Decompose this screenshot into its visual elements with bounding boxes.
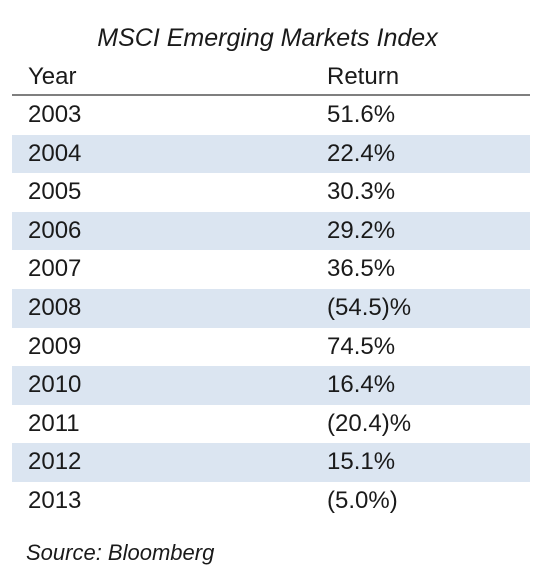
year-cell: 2012 — [28, 448, 82, 476]
return-cell: 15.1% — [327, 448, 396, 476]
table-row: 2011 (20.4)% — [12, 405, 530, 444]
table-row: 2012 15.1% — [12, 443, 530, 482]
return-cell: 16.4% — [327, 371, 396, 399]
header-year: Year — [28, 63, 77, 90]
table-title: MSCI Emerging Markets Index — [97, 24, 438, 52]
table-row: 2003 51.6% — [12, 96, 530, 135]
year-cell: 2009 — [28, 332, 82, 360]
return-cell: 51.6% — [327, 101, 396, 128]
year-cell: 2013 — [28, 486, 82, 514]
table-row: 2006 29.2% — [12, 211, 530, 251]
table-row: 2013 (5.0%) — [12, 482, 530, 521]
return-cell: 22.4% — [327, 139, 396, 167]
table-row: 2007 36.5% — [12, 250, 530, 289]
table-header: Year Return — [12, 60, 530, 96]
source-note: Source: Bloomberg — [26, 540, 215, 565]
table-body: 2003 51.6% 2004 22.4% 2005 30.3% 2006 29… — [12, 96, 530, 521]
year-cell: 2008 — [28, 293, 82, 321]
year-cell: 2007 — [28, 255, 82, 283]
return-cell: (54.5)% — [327, 293, 412, 321]
return-cell: 74.5% — [327, 332, 396, 360]
return-cell: 36.5% — [327, 255, 396, 283]
return-cell: 30.3% — [327, 178, 396, 206]
table-row: 2005 30.3% — [12, 173, 530, 212]
return-cell: (5.0%) — [327, 486, 398, 514]
table-row: 2010 16.4% — [12, 366, 530, 405]
year-cell: 2010 — [28, 371, 82, 399]
table-row: 2008 (54.5)% — [12, 288, 530, 328]
header-return: Return — [327, 63, 400, 90]
year-cell: 2005 — [28, 178, 82, 206]
year-cell: 2006 — [28, 216, 82, 244]
year-cell: 2003 — [28, 101, 82, 128]
return-cell: (20.4)% — [327, 409, 412, 437]
year-cell: 2004 — [28, 139, 82, 167]
return-cell: 29.2% — [327, 216, 396, 244]
table-row: 2009 74.5% — [12, 328, 530, 367]
year-cell: 2011 — [28, 409, 80, 437]
table-row: 2004 22.4% — [12, 134, 530, 174]
